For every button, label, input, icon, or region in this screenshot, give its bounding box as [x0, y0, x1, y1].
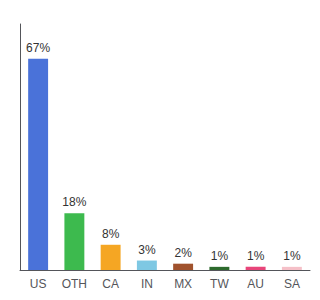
svg-text:TW: TW: [210, 277, 229, 291]
svg-text:MX: MX: [174, 277, 192, 291]
svg-text:18%: 18%: [62, 195, 86, 209]
svg-text:1%: 1%: [247, 249, 265, 263]
svg-text:OTH: OTH: [62, 277, 87, 291]
svg-text:1%: 1%: [211, 249, 229, 263]
svg-text:US: US: [30, 277, 47, 291]
svg-text:1%: 1%: [283, 249, 301, 263]
svg-text:2%: 2%: [174, 246, 192, 260]
svg-text:IN: IN: [141, 277, 153, 291]
svg-text:SA: SA: [284, 277, 300, 291]
svg-text:3%: 3%: [138, 243, 156, 257]
svg-text:8%: 8%: [102, 227, 120, 241]
svg-text:AU: AU: [247, 277, 264, 291]
svg-text:CA: CA: [102, 277, 119, 291]
svg-text:67%: 67%: [26, 41, 50, 55]
